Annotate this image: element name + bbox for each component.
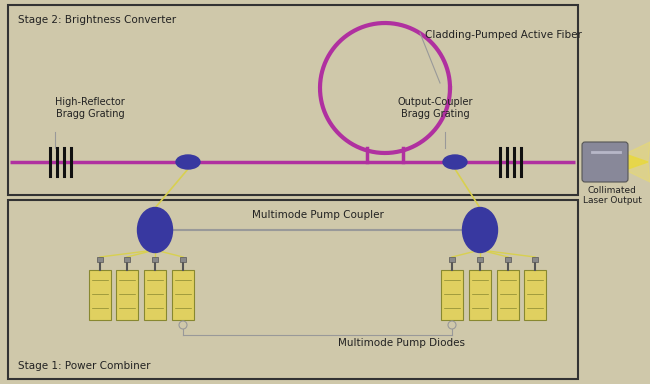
Bar bbox=[532, 257, 538, 262]
Bar bbox=[524, 270, 546, 320]
Bar bbox=[469, 270, 491, 320]
Circle shape bbox=[448, 321, 456, 329]
Text: Multimode Pump Diodes: Multimode Pump Diodes bbox=[337, 338, 465, 348]
Polygon shape bbox=[625, 154, 648, 170]
Ellipse shape bbox=[463, 207, 497, 253]
Text: Cladding-Pumped Active Fiber: Cladding-Pumped Active Fiber bbox=[425, 30, 582, 40]
Ellipse shape bbox=[138, 207, 172, 253]
Bar bbox=[505, 257, 511, 262]
Text: Stage 1: Power Combiner: Stage 1: Power Combiner bbox=[18, 361, 151, 371]
FancyBboxPatch shape bbox=[582, 142, 628, 182]
Bar bbox=[152, 257, 158, 262]
Text: High-Reflector
Bragg Grating: High-Reflector Bragg Grating bbox=[55, 97, 125, 119]
Bar bbox=[144, 270, 166, 320]
Bar bbox=[172, 270, 194, 320]
Ellipse shape bbox=[443, 155, 467, 169]
Bar bbox=[97, 257, 103, 262]
Bar bbox=[89, 270, 111, 320]
Bar bbox=[441, 270, 463, 320]
Bar bbox=[180, 257, 186, 262]
Polygon shape bbox=[625, 142, 650, 182]
Text: Multimode Pump Coupler: Multimode Pump Coupler bbox=[252, 210, 384, 220]
Bar bbox=[497, 270, 519, 320]
Bar bbox=[124, 257, 130, 262]
Bar bbox=[477, 257, 483, 262]
Bar bbox=[8, 200, 578, 379]
Bar bbox=[449, 257, 455, 262]
Text: Collimated
Laser Output: Collimated Laser Output bbox=[582, 186, 642, 205]
Ellipse shape bbox=[176, 155, 200, 169]
Text: Output-Coupler
Bragg Grating: Output-Coupler Bragg Grating bbox=[397, 97, 473, 119]
Bar bbox=[8, 5, 578, 195]
Text: Stage 2: Brightness Converter: Stage 2: Brightness Converter bbox=[18, 15, 176, 25]
Circle shape bbox=[179, 321, 187, 329]
Bar bbox=[116, 270, 138, 320]
